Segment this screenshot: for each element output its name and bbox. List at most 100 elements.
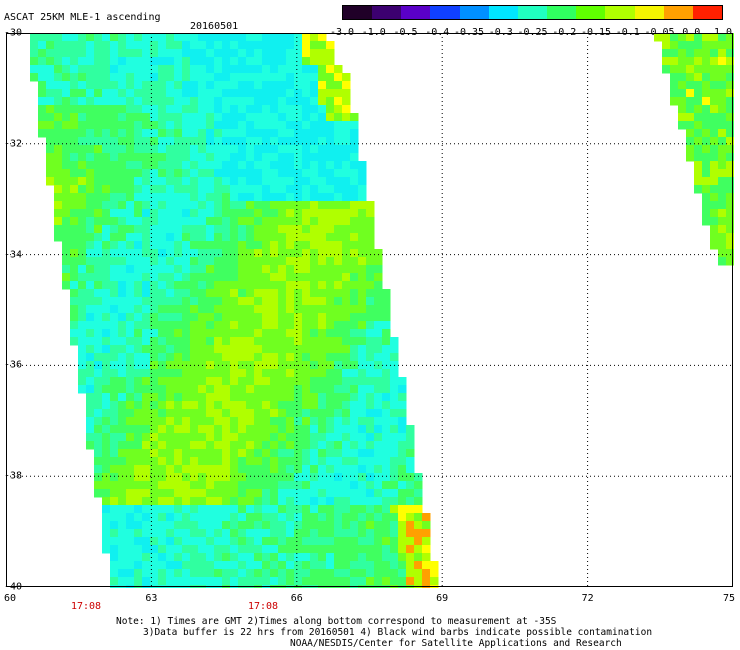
- swath-cell: [334, 401, 343, 410]
- swath-cell: [374, 345, 383, 354]
- swath-cell: [286, 409, 295, 418]
- swath-cell: [366, 561, 375, 570]
- swath-cell: [310, 65, 319, 74]
- swath-cell: [230, 257, 239, 266]
- swath-cell: [358, 185, 367, 194]
- swath-cell: [270, 569, 279, 578]
- swath-cell: [262, 481, 271, 490]
- swath-cell: [182, 121, 191, 130]
- swath-cell: [78, 209, 87, 218]
- swath-cell: [350, 329, 359, 338]
- swath-cell: [710, 49, 719, 58]
- swath-cell: [318, 537, 327, 546]
- swath-cell: [166, 217, 175, 226]
- swath-cell: [694, 137, 703, 146]
- swath-cell: [382, 481, 391, 490]
- swath-cell: [670, 33, 679, 42]
- swath-cell: [254, 233, 263, 242]
- swath-cell: [222, 65, 231, 74]
- swath-cell: [158, 305, 167, 314]
- swath-cell: [310, 41, 319, 50]
- swath-cell: [302, 265, 311, 274]
- swath-cell: [326, 313, 335, 322]
- swath-cell: [150, 489, 159, 498]
- swath-cell: [246, 65, 255, 74]
- swath-cell: [350, 201, 359, 210]
- swath-cell: [318, 113, 327, 122]
- swath-cell: [342, 89, 351, 98]
- swath-cell: [310, 177, 319, 186]
- swath-cell: [126, 65, 135, 74]
- swath-cell: [166, 577, 175, 586]
- swath-cell: [70, 33, 79, 42]
- swath-cell: [78, 97, 87, 106]
- swath-cell: [126, 377, 135, 386]
- swath-cell: [302, 313, 311, 322]
- swath-cell: [318, 257, 327, 266]
- swath-cell: [222, 169, 231, 178]
- swath-cell: [214, 153, 223, 162]
- swath-cell: [102, 425, 111, 434]
- swath-cell: [238, 529, 247, 538]
- color-scale-label: -0.4: [425, 27, 450, 38]
- chart-title: ASCAT 25KM MLE-1 ascending: [4, 12, 161, 23]
- swath-cell: [278, 329, 287, 338]
- swath-cell: [214, 73, 223, 82]
- swath-cell: [62, 201, 71, 210]
- swath-cell: [254, 553, 263, 562]
- swath-cell: [190, 385, 199, 394]
- swath-cell: [246, 409, 255, 418]
- swath-cell: [382, 409, 391, 418]
- swath-cell: [182, 161, 191, 170]
- swath-cell: [358, 577, 367, 586]
- swath-cell: [246, 505, 255, 514]
- swath-cell: [294, 289, 303, 298]
- swath-cell: [46, 121, 55, 130]
- swath-cell: [150, 185, 159, 194]
- swath-cell: [414, 497, 423, 506]
- swath-cell: [230, 185, 239, 194]
- swath-cell: [206, 225, 215, 234]
- swath-cell: [286, 73, 295, 82]
- swath-cell: [110, 537, 119, 546]
- swath-cell: [270, 457, 279, 466]
- swath-cell: [326, 433, 335, 442]
- swath-cell: [254, 481, 263, 490]
- swath-cell: [230, 417, 239, 426]
- swath-cell: [278, 465, 287, 474]
- swath-cell: [286, 401, 295, 410]
- swath-cell: [230, 425, 239, 434]
- latitude-label: -40: [4, 581, 23, 593]
- swath-cell: [118, 153, 127, 162]
- swath-cell: [166, 393, 175, 402]
- swath-cell: [222, 481, 231, 490]
- swath-cell: [254, 353, 263, 362]
- swath-cell: [686, 65, 695, 74]
- swath-cell: [294, 249, 303, 258]
- swath-cell: [230, 561, 239, 570]
- swath-cell: [94, 369, 103, 378]
- swath-cell: [102, 41, 111, 50]
- swath-cell: [94, 233, 103, 242]
- swath-cell: [222, 225, 231, 234]
- swath-cell: [206, 481, 215, 490]
- swath-cell: [198, 345, 207, 354]
- swath-cell: [110, 89, 119, 98]
- swath-cell: [214, 89, 223, 98]
- swath-cell: [54, 65, 63, 74]
- swath-cell: [150, 377, 159, 386]
- swath-cell: [78, 321, 87, 330]
- color-scale-label: -0.1: [615, 27, 640, 38]
- swath-cell: [214, 481, 223, 490]
- swath-cell: [214, 97, 223, 106]
- swath-cell: [278, 225, 287, 234]
- swath-cell: [326, 145, 335, 154]
- swath-cell: [166, 505, 175, 514]
- swath-cell: [174, 281, 183, 290]
- swath-cell: [222, 465, 231, 474]
- swath-cell: [342, 225, 351, 234]
- swath-cell: [150, 481, 159, 490]
- swath-cell: [238, 409, 247, 418]
- swath-cell: [214, 465, 223, 474]
- swath-cell: [278, 537, 287, 546]
